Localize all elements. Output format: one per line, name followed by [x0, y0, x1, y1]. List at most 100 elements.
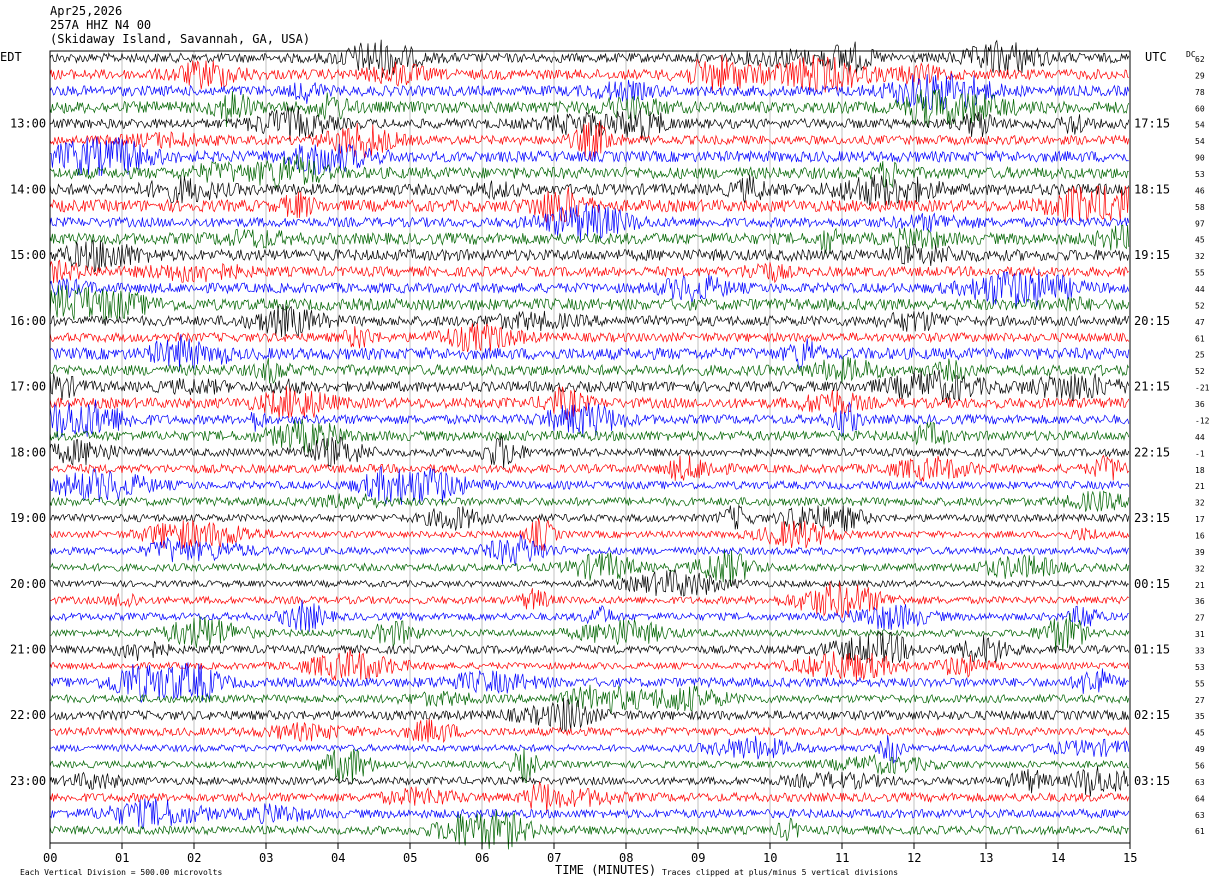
- dc-offset-value: 46: [1195, 186, 1205, 195]
- x-tick-label-00: 00: [43, 851, 57, 865]
- trace-row-30: [49, 533, 1130, 566]
- x-tick-label-11: 11: [835, 851, 849, 865]
- dc-offset-value: 32: [1195, 564, 1205, 573]
- trace-row-18: [49, 334, 1130, 372]
- dc-offset-value: -1: [1195, 449, 1205, 458]
- x-tick-label-05: 05: [403, 851, 417, 865]
- x-tick-label-08: 08: [619, 851, 633, 865]
- trace-row-14: [49, 269, 1130, 308]
- trace-row-10: [49, 203, 1130, 241]
- dc-offset-value: 97: [1195, 219, 1205, 228]
- dc-offset-value: 63: [1195, 778, 1205, 787]
- trace-row-20: [49, 369, 1130, 404]
- dc-offset-value: 60: [1195, 104, 1205, 113]
- trace-row-12: [49, 239, 1130, 273]
- x-tick-label-06: 06: [475, 851, 489, 865]
- dc-label: DC: [1186, 50, 1196, 59]
- trace-row-42: [49, 735, 1130, 764]
- trace-row-4: [49, 104, 1130, 144]
- dc-offset-value: 16: [1195, 531, 1205, 540]
- dc-offset-value: 63: [1195, 811, 1205, 820]
- dc-offset-value: 58: [1195, 203, 1205, 212]
- right-hour-label: 03:15: [1134, 774, 1170, 788]
- x-tick-label-03: 03: [259, 851, 273, 865]
- dc-offset-value: 31: [1195, 630, 1205, 639]
- left-hour-label: 21:00: [10, 642, 46, 656]
- x-axis-ticks: 00 01 02 03 04 05 06 07 08 09 10 11 12 13 14 15: [43, 843, 1137, 865]
- left-hour-label: 20:00: [10, 577, 46, 591]
- dc-offset-value: 21: [1195, 482, 1205, 491]
- dc-offset-value: 44: [1195, 433, 1205, 442]
- trace-row-26: [49, 466, 1130, 505]
- trace-row-24: [49, 435, 1130, 469]
- right-hour-label: 21:15: [1134, 380, 1170, 394]
- trace-row-47: [49, 810, 1129, 850]
- grid-lines: [49, 51, 1131, 843]
- left-hour-label: 14:00: [10, 182, 46, 196]
- x-tick-label-12: 12: [907, 851, 921, 865]
- right-hour-label: 01:15: [1134, 642, 1170, 656]
- trace-row-0: [49, 39, 1130, 78]
- trace-row-6: [49, 136, 1129, 176]
- trace-row-43: [49, 748, 1129, 784]
- dc-offset-value: 54: [1195, 121, 1205, 130]
- right-hour-label: 00:15: [1134, 577, 1170, 591]
- left-hour-label: 15:00: [10, 248, 46, 262]
- x-tick-label-10: 10: [763, 851, 777, 865]
- dc-offset-value: 61: [1195, 334, 1205, 343]
- trace-row-22: [49, 399, 1130, 437]
- x-tick-label-09: 09: [691, 851, 705, 865]
- right-hour-label: 20:15: [1134, 314, 1170, 328]
- dc-offset-labels: 62 29 78 60 54 54 90 53 46 58 97 45 32 55 44 52 47 61 25 52…: [1195, 55, 1210, 836]
- left-hour-label: 22:00: [10, 708, 46, 722]
- right-hour-label: 17:15: [1134, 117, 1170, 131]
- dc-offset-value: 45: [1195, 729, 1205, 738]
- trace-row-38: [49, 662, 1129, 704]
- dc-offset-value: 52: [1195, 301, 1205, 310]
- left-hour-label: 18:00: [10, 445, 46, 459]
- dc-offset-value: 32: [1195, 499, 1205, 508]
- dc-offset-value: 55: [1195, 679, 1205, 688]
- station-location: (Skidaway Island, Savannah, GA, USA): [50, 32, 311, 46]
- station-code: 257A HHZ N4 00: [50, 18, 152, 32]
- dc-offset-value: 62: [1195, 55, 1205, 64]
- dc-offset-value: 27: [1195, 696, 1205, 705]
- dc-offset-value: 47: [1195, 318, 1205, 327]
- right-hour-label: 19:15: [1134, 248, 1170, 262]
- dc-offset-value: 56: [1195, 761, 1205, 770]
- left-hour-labels: 13:00 14:00 15:00 16:00 17:00 18:00 19:00 20:00…: [10, 117, 46, 788]
- dc-offset-value: 33: [1195, 646, 1205, 655]
- trace-row-44: [49, 766, 1130, 797]
- trace-row-1: [49, 54, 1129, 94]
- trace-row-33: [49, 581, 1129, 619]
- trace-row-27: [49, 490, 1130, 513]
- trace-row-19: [49, 356, 1130, 384]
- dc-offset-value: 45: [1195, 236, 1205, 245]
- left-hour-label: 13:00: [10, 117, 46, 131]
- left-hour-label: 19:00: [10, 511, 46, 525]
- trace-row-34: [49, 599, 1129, 632]
- dc-offset-value: 21: [1195, 581, 1205, 590]
- trace-row-21: [49, 385, 1130, 420]
- trace-row-5: [49, 121, 1130, 160]
- trace-row-3: [49, 89, 1130, 128]
- trace-row-28: [49, 505, 1130, 535]
- x-tick-label-07: 07: [547, 851, 561, 865]
- x-tick-label-13: 13: [979, 851, 993, 865]
- left-timezone-label: EDT: [0, 50, 22, 64]
- x-tick-label-14: 14: [1051, 851, 1065, 865]
- trace-row-36: [49, 631, 1130, 664]
- trace-row-39: [49, 684, 1130, 714]
- x-axis-title: TIME (MINUTES): [555, 863, 656, 877]
- dc-offset-value: 64: [1195, 794, 1205, 803]
- trace-row-16: [49, 303, 1130, 338]
- trace-row-32: [49, 568, 1129, 597]
- x-tick-label-04: 04: [331, 851, 345, 865]
- trace-row-11: [49, 224, 1130, 254]
- right-timezone-label: UTC: [1145, 50, 1167, 64]
- right-hour-label: 23:15: [1134, 511, 1170, 525]
- dc-offset-value: 53: [1195, 663, 1205, 672]
- right-hour-labels: 17:15 18:15 19:15 20:15 21:15 22:15 23:15 00:15…: [1134, 117, 1170, 788]
- dc-offset-value: 39: [1195, 548, 1205, 557]
- dc-offset-value: 55: [1195, 269, 1205, 278]
